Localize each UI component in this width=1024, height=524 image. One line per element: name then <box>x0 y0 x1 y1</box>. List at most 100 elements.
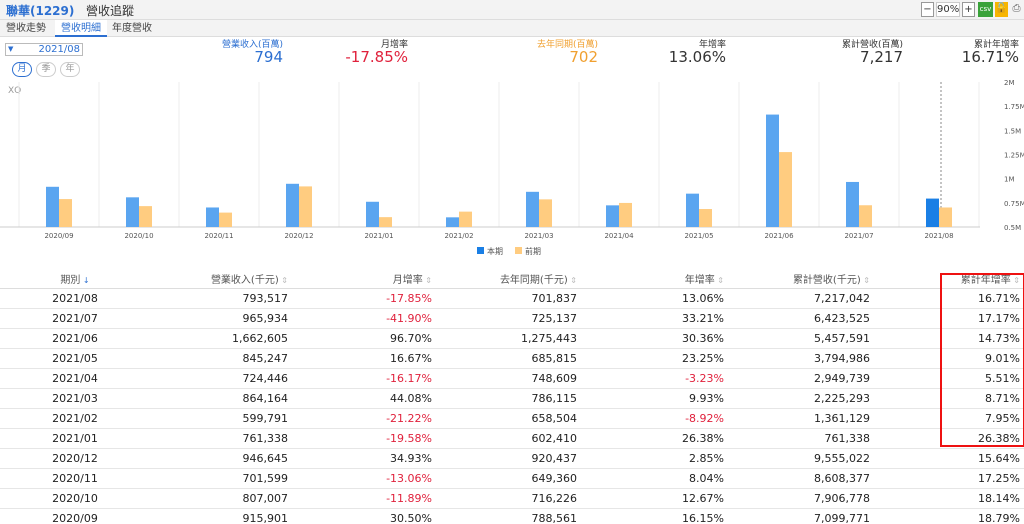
zoom-out-button[interactable]: − <box>921 2 934 17</box>
table-cell: 864,164 <box>150 388 292 409</box>
print-icon[interactable]: ⎙ <box>1012 3 1021 14</box>
table-cell: 2020/10 <box>0 488 150 509</box>
summary-value: 16.71% <box>961 48 1019 66</box>
x-tick-label: 2021/01 <box>364 232 393 240</box>
legend-swatch <box>477 247 484 254</box>
column-header-label: 月增率 <box>392 275 423 287</box>
table-cell: 2021/06 <box>0 328 150 349</box>
title-bar: 聯華(1229) 營收追蹤 − 90% + csv 🔓 ⎙ <box>0 0 1024 20</box>
table-cell: 845,247 <box>150 348 292 369</box>
table-cell: 17.25% <box>874 468 1024 489</box>
table-row[interactable]: 2021/07 965,934 -41.90% 725,137 33.21% 6,423,… <box>0 308 1024 329</box>
table-cell: 16.15% <box>581 508 728 524</box>
table-cell: 1,275,443 <box>436 328 581 349</box>
table-cell: 7,217,042 <box>728 288 874 309</box>
bar-本期 <box>126 197 139 227</box>
csv-export-button[interactable]: csv <box>978 2 993 17</box>
sort-icon: ⇕ <box>422 276 432 286</box>
table-cell: 2020/09 <box>0 508 150 524</box>
table-cell: 14.73% <box>874 328 1024 349</box>
column-header[interactable]: 累計營收(千元) ⇕ <box>728 270 874 289</box>
summary-value: 13.06% <box>668 48 726 66</box>
x-tick-label: 2021/03 <box>524 232 553 240</box>
table-row[interactable]: 2021/03 864,164 44.08% 786,115 9.93% 2,225,29… <box>0 388 1024 409</box>
column-header-label: 營業收入(千元) <box>210 275 279 287</box>
table-cell: 716,226 <box>436 488 581 509</box>
table-row[interactable]: 2020/12 946,645 34.93% 920,437 2.85% 9,555,02… <box>0 448 1024 469</box>
mode-yearly-button[interactable]: 年 <box>60 62 80 77</box>
x-tick-label: 2021/04 <box>604 232 634 240</box>
mode-monthly-button[interactable]: 月 <box>12 62 32 77</box>
column-header[interactable]: 年增率 ⇕ <box>581 270 728 289</box>
summary-label: 累計年增率 <box>973 40 1019 50</box>
x-tick-label: 2020/11 <box>204 232 233 240</box>
table-row[interactable]: 2021/02 599,791 -21.22% 658,504 -8.92% 1,361,… <box>0 408 1024 429</box>
table-cell: 30.36% <box>581 328 728 349</box>
bar-本期 <box>926 198 939 227</box>
bar-前期 <box>219 212 232 227</box>
table-row[interactable]: 2020/09 915,901 30.50% 788,561 16.15% 7,099,7… <box>0 508 1024 524</box>
table-row[interactable]: 2021/06 1,662,605 96.70% 1,275,443 30.36% 5,4… <box>0 328 1024 349</box>
bar-本期 <box>206 207 219 227</box>
table-cell: 34.93% <box>292 448 436 469</box>
bar-前期 <box>379 217 392 227</box>
x-tick-label: 2021/05 <box>684 232 713 240</box>
table-cell: 761,338 <box>150 428 292 449</box>
column-header[interactable]: 營業收入(千元) ⇕ <box>150 270 292 289</box>
zoom-level: 90% <box>936 2 960 17</box>
table-cell: 649,360 <box>436 468 581 489</box>
table-cell: 788,561 <box>436 508 581 524</box>
table-cell: 2021/03 <box>0 388 150 409</box>
tab-annual-revenue[interactable]: 年度營收 <box>112 23 152 34</box>
lock-icon[interactable]: 🔓 <box>995 2 1008 17</box>
table-cell: 9.01% <box>874 348 1024 369</box>
summary-value: 702 <box>569 48 598 66</box>
mode-quarterly-button[interactable]: 季 <box>36 62 56 77</box>
bar-前期 <box>59 199 72 227</box>
table-cell: 8.71% <box>874 388 1024 409</box>
table-row[interactable]: 2021/04 724,446 -16.17% 748,609 -3.23% 2,949,… <box>0 368 1024 389</box>
zoom-in-button[interactable]: + <box>962 2 975 17</box>
summary-label: 累計營收(百萬) <box>841 40 903 50</box>
table-row[interactable]: 2020/10 807,007 -11.89% 716,226 12.67% 7,906,… <box>0 488 1024 509</box>
revenue-table: 期別 ↓ 營業收入(千元) ⇕ 月增率 ⇕ 去年同期(千元) ⇕ 年增率 ⇕ 累計營收(千… <box>0 270 1024 524</box>
table-cell: 725,137 <box>436 308 581 329</box>
sort-icon: ⇕ <box>567 276 577 286</box>
column-header[interactable]: 累計年增率 ⇕ <box>874 270 1024 289</box>
tab-revenue-trend[interactable]: 營收走勢 <box>6 23 46 34</box>
sort-icon: ⇕ <box>860 276 870 286</box>
y-tick-label: 0.75M <box>1004 200 1024 208</box>
table-row[interactable]: 2021/01 761,338 -19.58% 602,410 26.38% 761,33… <box>0 428 1024 449</box>
summary-label: 月增率 <box>380 40 408 50</box>
bar-本期 <box>606 205 619 227</box>
table-cell: 44.08% <box>292 388 436 409</box>
column-header[interactable]: 期別 ↓ <box>0 270 150 289</box>
column-header[interactable]: 去年同期(千元) ⇕ <box>436 270 581 289</box>
sort-icon: ⇕ <box>1010 276 1020 286</box>
table-cell: 2020/12 <box>0 448 150 469</box>
table-cell: 786,115 <box>436 388 581 409</box>
table-cell: 1,361,129 <box>728 408 874 429</box>
period-select[interactable]: ▼ 2021/08 <box>5 43 83 56</box>
y-tick-label: 1.5M <box>1004 127 1021 135</box>
legend-label: 前期 <box>525 246 541 256</box>
table-cell: 12.67% <box>581 488 728 509</box>
column-header-label: 年增率 <box>684 275 715 287</box>
table-cell: 2021/07 <box>0 308 150 329</box>
table-cell: 16.71% <box>874 288 1024 309</box>
x-tick-label: 2021/02 <box>444 232 473 240</box>
table-row[interactable]: 2020/11 701,599 -13.06% 649,360 8.04% 8,608,3… <box>0 468 1024 489</box>
bar-本期 <box>286 183 299 227</box>
table-cell: 7.95% <box>874 408 1024 429</box>
bar-本期 <box>766 114 779 227</box>
table-row[interactable]: 2021/08 793,517 -17.85% 701,837 13.06% 7,217,… <box>0 288 1024 309</box>
table-row[interactable]: 2021/05 845,247 16.67% 685,815 23.25% 3,794,9… <box>0 348 1024 369</box>
table-cell: 2021/05 <box>0 348 150 369</box>
table-cell: -17.85% <box>292 288 436 309</box>
table-cell: 724,446 <box>150 368 292 389</box>
tab-revenue-detail[interactable]: 營收明細 <box>55 20 107 37</box>
column-header-label: 期別 <box>60 275 81 287</box>
column-header[interactable]: 月增率 ⇕ <box>292 270 436 289</box>
sort-icon: ⇕ <box>714 276 724 286</box>
table-cell: 9.93% <box>581 388 728 409</box>
